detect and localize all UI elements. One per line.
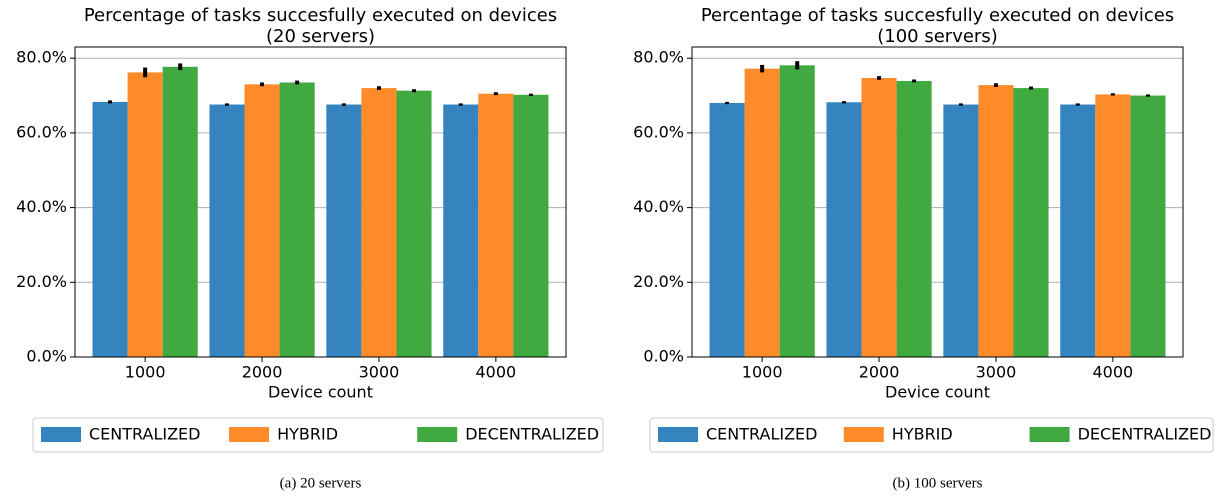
legend-label: HYBRID [892,425,953,444]
y-tick-label: 80.0% [633,48,684,67]
y-tick-label: 60.0% [16,122,67,141]
plot-frame [691,46,1184,358]
y-tick-label: 20.0% [633,272,684,291]
chart-title: (100 servers) [877,26,997,47]
bar [127,72,163,358]
bar [978,85,1014,358]
x-tick-label: 1000 [742,363,783,382]
legend-label: HYBRID [277,425,338,444]
y-tick-label: 0.0% [643,347,684,366]
x-axis-label: Device count [885,383,990,402]
chart-title: Percentage of tasks succesfully executed… [84,5,557,26]
x-tick-label: 3000 [976,363,1017,382]
legend-label: DECENTRALIZED [1078,425,1212,444]
bar [861,78,897,357]
legend-swatch [229,427,270,442]
bar [162,66,198,358]
bar [896,80,932,358]
x-tick-label: 2000 [242,363,283,382]
bar [826,102,862,358]
bar [779,65,815,357]
bar [943,104,979,358]
legend-box [649,417,1214,453]
legend-swatch [1029,427,1070,442]
bar [279,82,315,357]
legend-label: CENTRALIZED [706,425,817,444]
bar [443,104,479,358]
legend-swatch [658,427,698,442]
y-tick-label: 40.0% [16,197,67,216]
chart-title: Percentage of tasks succesfully executed… [701,5,1174,26]
x-tick-label: 4000 [475,363,516,382]
bar [244,84,280,357]
bar [1095,94,1131,357]
bar [361,88,397,357]
x-tick-label: 2000 [859,363,900,382]
x-tick-label: 1000 [125,363,166,382]
legend-swatch [41,427,81,442]
bar [478,93,514,358]
bar [396,90,432,357]
bar [92,101,128,357]
bar [1060,104,1096,358]
y-tick-label: 60.0% [633,122,684,141]
bar [513,94,549,358]
y-tick-label: 40.0% [633,197,684,216]
caption: (a) 20 servers [280,475,362,491]
legend-swatch [843,427,884,442]
bar [744,68,780,357]
bar [209,104,245,358]
bar [1130,95,1166,358]
x-tick-label: 3000 [359,363,400,382]
plot-frame [74,46,567,358]
bar [709,103,745,357]
x-tick-label: 4000 [1092,363,1133,382]
y-tick-label: 0.0% [26,347,67,366]
caption: (b) 100 servers [893,475,983,491]
legend-box [32,417,604,453]
bar [326,104,362,358]
bar [1013,88,1049,357]
legend-label: CENTRALIZED [89,425,200,444]
legend-label: DECENTRALIZED [465,425,599,444]
x-axis-label: Device count [268,383,373,402]
y-tick-label: 20.0% [16,272,67,291]
legend-swatch [417,427,458,442]
y-tick-label: 80.0% [16,48,67,67]
chart-title: (20 servers) [266,26,375,47]
